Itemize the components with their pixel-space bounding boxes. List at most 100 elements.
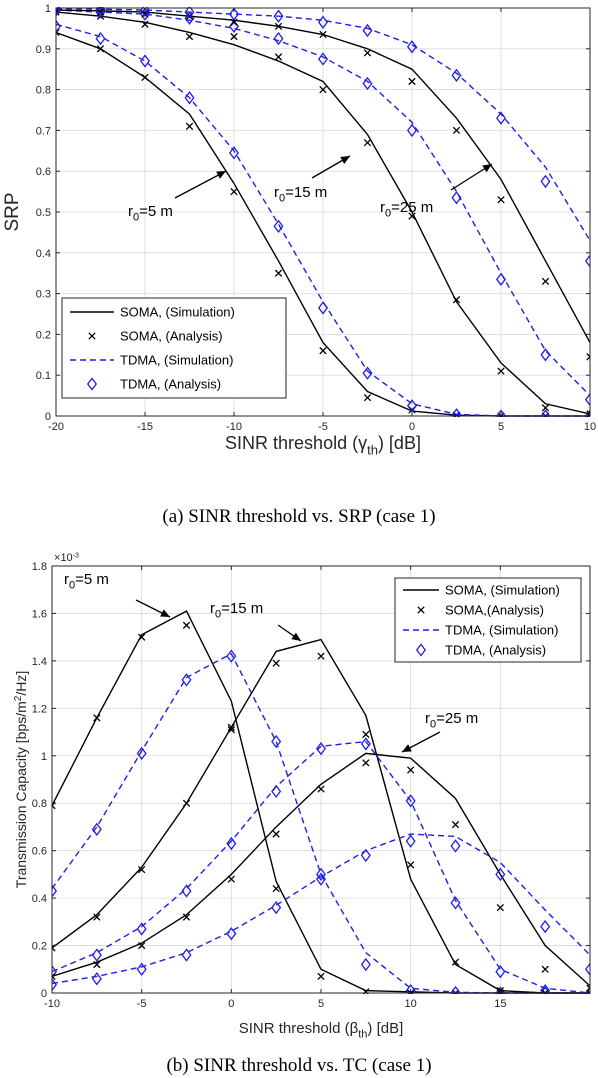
data-point-tdma-ana-11-6 bbox=[317, 15, 329, 29]
legend-label: TDMA, (Analysis) bbox=[120, 377, 221, 392]
data-point-tdma-ana-7-10 bbox=[495, 272, 507, 287]
data-point-tdma-ana-7-9 bbox=[451, 191, 462, 205]
data-point-soma-ana-5-9 bbox=[451, 958, 460, 966]
annotation-arrow-head bbox=[402, 744, 412, 752]
data-point-soma-ana-5-3 bbox=[185, 32, 194, 41]
data-point-tdma-ana-3-5 bbox=[273, 219, 284, 233]
series-line-tdma-sim-6 bbox=[52, 740, 590, 994]
y-tick-label: 1 bbox=[41, 751, 47, 763]
y-tick-label: 1.8 bbox=[32, 561, 47, 573]
x-tick-label: -10 bbox=[44, 998, 60, 1010]
data-point-tdma-ana-7-9 bbox=[450, 896, 461, 910]
data-point-tdma-ana-11-5 bbox=[271, 900, 282, 915]
data-point-soma-ana-1-3 bbox=[185, 122, 194, 130]
data-point-tdma-ana-11-11 bbox=[540, 919, 551, 934]
data-point-tdma-ana-3-12 bbox=[584, 409, 590, 417]
y-axis-label: Transmission Capacity [bps/m2​/Hz] bbox=[13, 671, 29, 888]
data-point-soma-ana-9-2 bbox=[138, 941, 146, 950]
data-point-tdma-ana-11-4 bbox=[228, 7, 240, 21]
annotation-arrow-head bbox=[340, 156, 350, 164]
data-point-tdma-ana-11-3 bbox=[181, 948, 192, 962]
data-point-tdma-ana-3-2 bbox=[139, 54, 151, 68]
data-point-tdma-ana-7-6 bbox=[317, 52, 329, 66]
legend-label: SOMA, (Analysis) bbox=[120, 329, 223, 344]
y-axis-multiplier: ×10-3​ bbox=[54, 552, 79, 564]
y-tick-label: 0.2 bbox=[36, 329, 51, 341]
data-point-tdma-ana-7-8 bbox=[406, 123, 418, 138]
data-point-tdma-ana-3-8 bbox=[405, 983, 416, 994]
data-point-tdma-ana-11-4 bbox=[226, 927, 237, 941]
data-point-tdma-ana-11-10 bbox=[495, 111, 507, 125]
data-point-tdma-ana-11-10 bbox=[495, 867, 506, 882]
data-point-tdma-ana-11-7 bbox=[362, 23, 373, 38]
data-point-tdma-ana-11-0 bbox=[52, 978, 58, 992]
y-tick-label: 0 bbox=[41, 988, 47, 1000]
data-point-soma-ana-9-12 bbox=[586, 984, 590, 992]
legend-label: TDMA, (Analysis) bbox=[445, 643, 546, 658]
x-tick-label: 15 bbox=[494, 998, 506, 1010]
data-point-soma-ana-9-5 bbox=[272, 830, 280, 838]
data-point-soma-ana-5-8 bbox=[408, 212, 416, 220]
annotation-arrow-head bbox=[216, 171, 226, 179]
data-point-soma-ana-9-7 bbox=[362, 759, 370, 767]
y-tick-label: 0.6 bbox=[32, 846, 47, 858]
data-point-soma-ana-5-6 bbox=[319, 85, 327, 94]
data-point-soma-ana-5-7 bbox=[363, 138, 372, 147]
data-point-tdma-ana-3-4 bbox=[226, 649, 237, 663]
annotation-arrow-head bbox=[160, 609, 170, 617]
x-axis-label: SINR threshold (γth​) [dB] bbox=[225, 433, 421, 457]
series-line-soma-sim-4 bbox=[56, 11, 590, 415]
data-point-soma-ana-9-11 bbox=[541, 277, 550, 286]
x-tick-label: 5 bbox=[318, 998, 324, 1010]
data-point-tdma-ana-3-3 bbox=[184, 91, 195, 105]
data-point-tdma-ana-11-9 bbox=[450, 839, 461, 853]
series-line-tdma-sim-6 bbox=[56, 9, 590, 397]
data-point-tdma-ana-3-8 bbox=[406, 399, 418, 413]
data-point-soma-ana-1-1 bbox=[96, 45, 105, 53]
data-point-soma-ana-9-8 bbox=[408, 77, 416, 86]
data-point-soma-ana-1-1 bbox=[93, 714, 101, 722]
data-point-tdma-ana-3-11 bbox=[540, 986, 551, 994]
data-point-soma-ana-9-0 bbox=[52, 972, 56, 981]
data-point-tdma-ana-11-3 bbox=[184, 7, 195, 19]
data-point-tdma-ana-3-0 bbox=[52, 884, 58, 898]
data-point-soma-ana-9-12 bbox=[586, 353, 590, 361]
x-tick-label: -20 bbox=[48, 421, 64, 433]
data-point-soma-ana-5-2 bbox=[138, 865, 146, 874]
data-point-soma-ana-1-3 bbox=[182, 621, 191, 629]
data-point-tdma-ana-7-6 bbox=[315, 741, 327, 756]
data-point-soma-ana-1-4 bbox=[230, 187, 238, 196]
x-axis-label: SINR threshold (βth​) [dB] bbox=[239, 1020, 404, 1041]
y-tick-label: 0.4 bbox=[36, 248, 51, 260]
y-tick-label: 0.7 bbox=[36, 125, 51, 137]
annotation-arrow-head bbox=[482, 164, 492, 173]
legend-label: TDMA, (Simulation) bbox=[120, 353, 233, 368]
legend-box bbox=[394, 577, 582, 663]
annotation-2: r0​=15 m bbox=[274, 184, 327, 205]
data-point-tdma-ana-11-5 bbox=[273, 9, 284, 23]
x-tick-label: 10 bbox=[584, 421, 596, 433]
annotation-arrow-line bbox=[174, 170, 227, 199]
data-point-soma-ana-9-6 bbox=[319, 30, 327, 39]
y-axis-label: SRP bbox=[2, 192, 23, 231]
data-point-soma-ana-1-5 bbox=[272, 884, 280, 893]
legend-label: SOMA, (Simulation) bbox=[120, 305, 235, 320]
data-point-tdma-ana-7-11 bbox=[540, 348, 551, 362]
y-tick-label: 0.5 bbox=[36, 207, 51, 219]
figure-caption: (b) SINR threshold vs. TC (case 1) bbox=[166, 1055, 431, 1076]
series-line-soma-sim-8 bbox=[52, 752, 590, 987]
data-point-soma-ana-1-5 bbox=[274, 269, 283, 277]
data-point-tdma-ana-3-2 bbox=[136, 746, 147, 761]
data-point-soma-ana-5-5 bbox=[274, 53, 283, 61]
data-point-soma-ana-9-4 bbox=[227, 875, 235, 883]
data-point-tdma-ana-3-6 bbox=[315, 867, 327, 882]
data-point-soma-ana-9-10 bbox=[497, 196, 505, 204]
data-point-tdma-ana-3-5 bbox=[271, 734, 282, 749]
data-point-soma-ana-1-2 bbox=[138, 633, 146, 641]
y-tick-label: 0.2 bbox=[32, 941, 47, 953]
data-point-soma-ana-9-1 bbox=[96, 8, 105, 16]
data-point-soma-ana-5-5 bbox=[272, 659, 280, 667]
y-tick-label: 1.4 bbox=[32, 656, 47, 668]
data-point-soma-ana-5-2 bbox=[141, 20, 149, 28]
data-point-tdma-ana-7-10 bbox=[495, 964, 506, 979]
